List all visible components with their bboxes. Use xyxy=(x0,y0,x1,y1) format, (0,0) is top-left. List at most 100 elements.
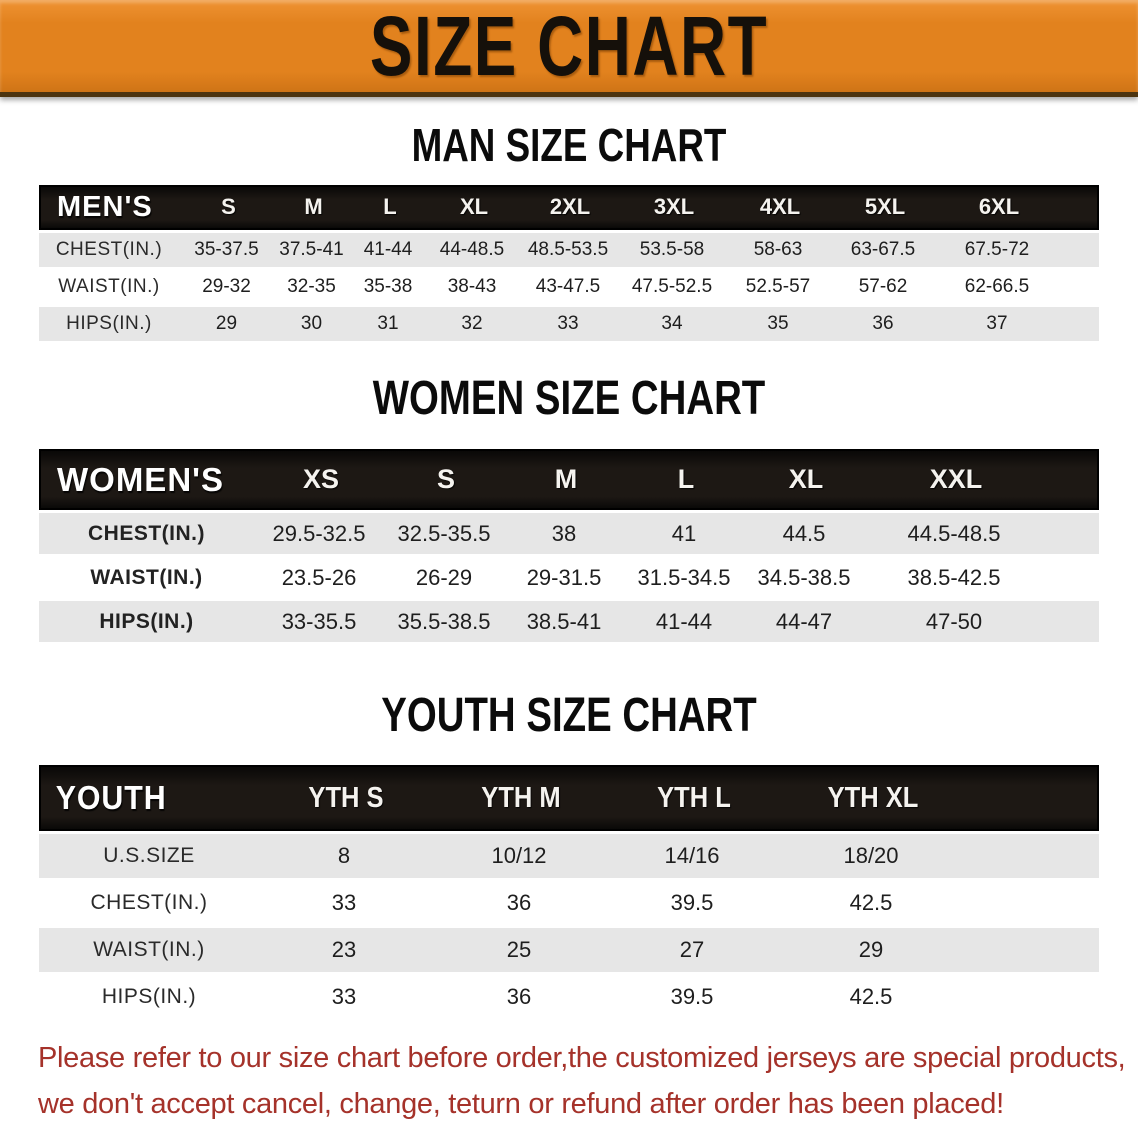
mens-table-row: WAIST(IN.) 29-32 32-35 35-38 38-43 43-47.5 47.… xyxy=(39,269,1099,304)
banner-title: SIZE CHART xyxy=(369,0,769,93)
womens-size-cell: 23.5-26 xyxy=(281,564,357,590)
mens-size-col-header: L xyxy=(383,194,397,220)
youth-size-col-header: YTH M xyxy=(481,781,561,814)
youth-size-cell: 36 xyxy=(506,984,532,1010)
youth-row-label: CHEST(IN.) xyxy=(90,891,208,915)
womens-size-cell: 38.5-42.5 xyxy=(907,564,1001,590)
mens-row-label: HIPS(IN.) xyxy=(66,312,152,334)
youth-size-cell: 27 xyxy=(679,937,705,963)
womens-size-col-header: XL xyxy=(788,464,824,495)
youth-table-row: WAIST(IN.) 23 25 27 29 xyxy=(39,928,1099,973)
womens-table-row: CHEST(IN.) 29.5-32.5 32.5-35.5 38 41 44.5 44.5… xyxy=(39,513,1099,555)
mens-size-cell: 44-48.5 xyxy=(439,238,505,260)
youth-size-cell: 25 xyxy=(506,937,532,963)
mens-size-cell: 62-66.5 xyxy=(964,275,1030,297)
youth-size-cell: 36 xyxy=(506,890,532,916)
mens-size-cell: 63-67.5 xyxy=(850,238,916,260)
mens-chart-heading: MAN SIZE CHART xyxy=(411,119,727,171)
womens-size-col-header: XS xyxy=(302,464,340,495)
mens-size-cell: 48.5-53.5 xyxy=(527,238,609,260)
youth-size-cell: 10/12 xyxy=(491,843,547,869)
womens-size-section: WOMEN SIZE CHART WOMEN'S XS S M L XL XXL CHEST(… xyxy=(0,371,1138,643)
mens-table-row: HIPS(IN.) 29 30 31 32 33 34 35 36 37 xyxy=(39,306,1099,341)
mens-size-col-header: 3XL xyxy=(653,194,695,220)
mens-size-col-header: XL xyxy=(459,194,489,220)
youth-size-cell: 23 xyxy=(331,937,357,963)
youth-size-cell: 33 xyxy=(331,984,357,1010)
youth-size-cell: 18/20 xyxy=(843,843,899,869)
disclaimer-line-2: we don't accept cancel, change, teturn o… xyxy=(38,1088,1004,1121)
womens-size-cell: 47-50 xyxy=(925,608,983,634)
mens-size-cell: 58-63 xyxy=(753,238,803,260)
womens-size-col-header: L xyxy=(677,464,695,495)
mens-table-row: CHEST(IN.) 35-37.5 37.5-41 41-44 44-48.5 48.5… xyxy=(39,232,1099,267)
youth-size-cell: 8 xyxy=(337,843,351,869)
womens-size-cell: 29.5-32.5 xyxy=(272,520,366,546)
disclaimer-line-1: Please refer to our size chart before or… xyxy=(38,1042,1126,1075)
womens-size-cell: 44.5 xyxy=(782,520,826,546)
youth-size-cell: 42.5 xyxy=(849,890,893,916)
mens-size-cell: 33 xyxy=(557,312,579,334)
mens-size-section: MAN SIZE CHART MEN'S S M L XL 2XL 3XL 4XL 5XL 6XL… xyxy=(0,120,1138,341)
womens-size-col-header: XXL xyxy=(929,464,983,495)
womens-table-row: WAIST(IN.) 23.5-26 26-29 29-31.5 31.5-34.5 34… xyxy=(39,557,1099,599)
youth-size-cell: 39.5 xyxy=(670,890,714,916)
youth-size-col-header: YTH L xyxy=(657,781,731,814)
womens-size-cell: 34.5-38.5 xyxy=(757,564,851,590)
womens-chart-heading: WOMEN SIZE CHART xyxy=(372,371,766,425)
size-chart-banner: SIZE CHART xyxy=(0,0,1138,97)
youth-row-label: HIPS(IN.) xyxy=(101,985,197,1009)
mens-row-label: CHEST(IN.) xyxy=(55,238,163,260)
mens-size-cell: 52.5-57 xyxy=(745,275,811,297)
mens-header-bar: MEN'S S M L XL 2XL 3XL 4XL 5XL 6XL xyxy=(39,184,1099,230)
womens-size-cell: 33-35.5 xyxy=(281,608,357,634)
womens-size-cell: 29-31.5 xyxy=(526,564,602,590)
mens-size-cell: 35-37.5 xyxy=(194,238,259,260)
mens-size-table: MEN'S S M L XL 2XL 3XL 4XL 5XL 6XL CHEST(IN.) 35-37… xyxy=(39,184,1099,341)
mens-size-col-header: 5XL xyxy=(864,194,906,220)
mens-size-cell: 35 xyxy=(767,312,789,334)
womens-size-cell: 31.5-34.5 xyxy=(637,564,731,590)
womens-size-table: WOMEN'S XS S M L XL XXL CHEST(IN.) 29.5-32.5 32.5… xyxy=(39,449,1099,643)
womens-size-cell: 44.5-48.5 xyxy=(907,520,1001,546)
womens-table-row: HIPS(IN.) 33-35.5 35.5-38.5 38.5-41 41-44 44-… xyxy=(39,601,1099,643)
mens-size-cell: 29 xyxy=(215,312,238,334)
mens-size-cell: 30 xyxy=(300,312,323,334)
youth-bar-label: YOUTH xyxy=(55,779,167,817)
womens-size-cell: 35.5-38.5 xyxy=(397,608,491,634)
mens-row-label: WAIST(IN.) xyxy=(58,275,160,297)
mens-size-cell: 32-35 xyxy=(287,275,336,297)
mens-size-col-header: S xyxy=(221,194,236,220)
womens-size-cell: 38.5-41 xyxy=(526,608,602,634)
youth-row-label: U.S.SIZE xyxy=(103,844,195,868)
youth-size-cell: 39.5 xyxy=(670,984,714,1010)
mens-size-cell: 67.5-72 xyxy=(964,238,1030,260)
youth-size-cell: 29 xyxy=(858,937,884,963)
mens-size-col-header: M xyxy=(304,194,323,220)
womens-size-col-header: S xyxy=(436,464,455,495)
mens-size-cell: 47.5-52.5 xyxy=(631,275,713,297)
womens-size-cell: 26-29 xyxy=(415,564,473,590)
womens-size-cell: 38 xyxy=(551,520,577,546)
youth-size-cell: 42.5 xyxy=(849,984,893,1010)
mens-size-cell: 37 xyxy=(986,312,1008,334)
mens-size-cell: 29-32 xyxy=(202,275,251,297)
youth-size-table: YOUTH YTH S YTH M YTH L YTH XL U.S.SIZE 8 10/12… xyxy=(39,765,1099,1020)
mens-size-cell: 32 xyxy=(461,312,483,334)
youth-table-row: HIPS(IN.) 33 36 39.5 42.5 xyxy=(39,975,1099,1020)
youth-size-cell: 33 xyxy=(331,890,357,916)
womens-row-label: CHEST(IN.) xyxy=(88,521,205,545)
youth-size-col-header: YTH XL xyxy=(827,781,919,814)
youth-table-row: U.S.SIZE 8 10/12 14/16 18/20 xyxy=(39,834,1099,879)
womens-row-label: HIPS(IN.) xyxy=(99,609,194,633)
mens-size-col-header: 6XL xyxy=(978,194,1020,220)
mens-size-cell: 35-38 xyxy=(363,275,413,297)
womens-row-label: WAIST(IN.) xyxy=(90,565,203,589)
mens-size-cell: 31 xyxy=(377,312,399,334)
womens-header-bar: WOMEN'S XS S M L XL XXL xyxy=(39,449,1099,511)
youth-row-label: WAIST(IN.) xyxy=(93,938,205,962)
mens-size-col-header: 2XL xyxy=(549,194,591,220)
mens-size-cell: 38-43 xyxy=(447,275,497,297)
youth-table-row: CHEST(IN.) 33 36 39.5 42.5 xyxy=(39,881,1099,926)
womens-size-cell: 32.5-35.5 xyxy=(397,520,491,546)
